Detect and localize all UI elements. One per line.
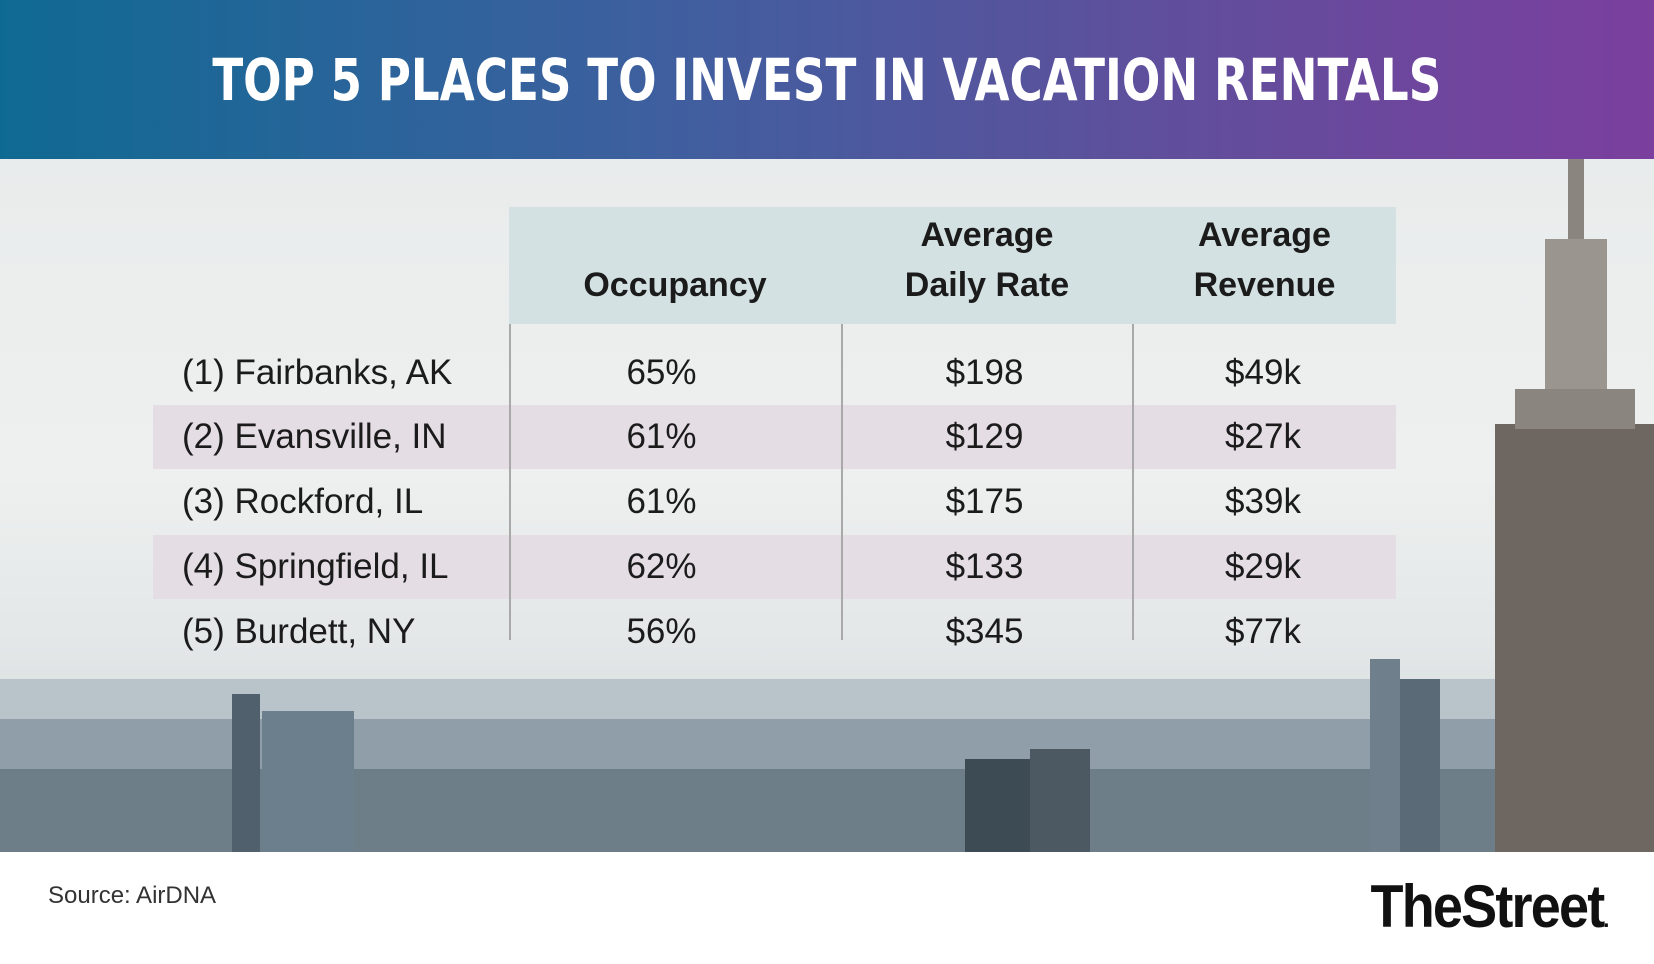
table-row-1-adr: $198 — [945, 353, 1024, 392]
table-row-1-occupancy: 65% — [626, 353, 697, 392]
table-header-band — [509, 207, 1396, 324]
brand-dot: . — [1602, 906, 1609, 933]
page-title: TOP 5 PLACES TO INVEST IN VACATION RENTA… — [212, 45, 1442, 114]
table-row-1-city: (1) Fairbanks, AK — [182, 353, 453, 392]
header-adr-line2: Daily Rate — [904, 266, 1070, 304]
table-row-2-adr: $129 — [945, 417, 1024, 456]
header-adr-line1: Average — [920, 216, 1054, 254]
column-divider-2 — [841, 324, 843, 640]
header-occupancy: Occupancy — [583, 266, 767, 304]
title-banner: TOP 5 PLACES TO INVEST IN VACATION RENTA… — [0, 0, 1654, 159]
table-row-5-adr: $345 — [945, 612, 1024, 651]
row-band-2 — [153, 405, 1396, 469]
footer — [0, 852, 1654, 964]
header-average-daily-rate: Average Daily Rate — [842, 207, 1132, 324]
source-note: Source: AirDNA — [48, 882, 217, 909]
table-row-3-city: (3) Rockford, IL — [182, 482, 424, 521]
table-row-4-occupancy: 62% — [626, 547, 697, 586]
table-row-3-occupancy: 61% — [626, 482, 697, 521]
column-divider-3 — [1132, 324, 1134, 640]
brand-name: TheStreet — [1370, 873, 1605, 940]
table-row-2-city: (2) Evansville, IN — [182, 417, 447, 456]
row-band-4 — [153, 535, 1396, 599]
column-divider-1 — [509, 324, 511, 640]
table-row-4-city: (4) Springfield, IL — [182, 547, 449, 586]
table-row-5-occupancy: 56% — [626, 612, 697, 651]
table-row-2-occupancy: 61% — [626, 417, 697, 456]
table-row-1-revenue: $49k — [1225, 353, 1301, 392]
table-row-4-adr: $133 — [945, 547, 1024, 586]
table-row-5-revenue: $77k — [1225, 612, 1301, 651]
skyline-illustration — [0, 159, 1654, 852]
header-average-revenue: Average Revenue — [1133, 207, 1396, 324]
header-rev-line1: Average — [1198, 216, 1331, 254]
table-row-3-revenue: $39k — [1225, 482, 1301, 521]
table-row-5-city: (5) Burdett, NY — [182, 612, 416, 651]
header-rev-line2: Revenue — [1193, 266, 1336, 304]
table-row-4-revenue: $29k — [1225, 547, 1301, 586]
table-row-2-revenue: $27k — [1225, 417, 1301, 456]
table-row-3-adr: $175 — [945, 482, 1024, 521]
thestreet-logo: TheStreet. — [1370, 872, 1609, 941]
